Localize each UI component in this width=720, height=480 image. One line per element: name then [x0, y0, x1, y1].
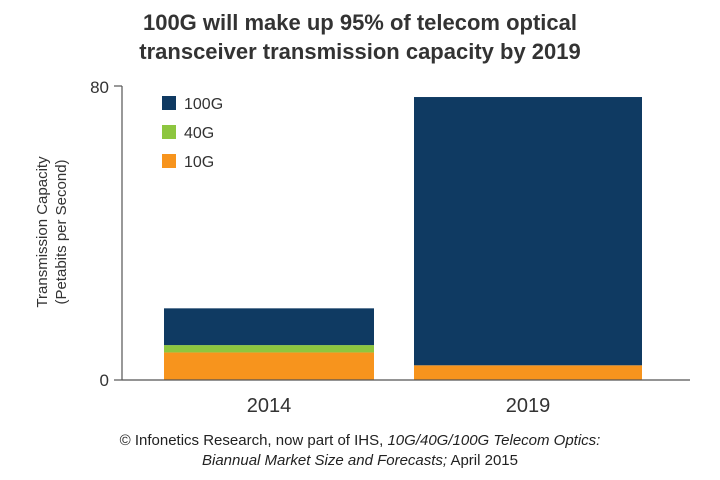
- source-title-part-1: 10G/40G/100G Telecom Optics:: [387, 432, 601, 449]
- y-tick-label-max: 80: [90, 78, 109, 97]
- source-title-part-2: Biannual Market Size and Forecasts;: [201, 452, 448, 469]
- chart-title: 100G will make up 95% of telecom optical…: [0, 8, 720, 66]
- bar-100g-2014: [164, 308, 374, 346]
- bar-10g-2014: [164, 352, 374, 380]
- source-prefix: © Infonetics Research, now part of IHS,: [119, 432, 388, 449]
- legend-swatch-40g: [162, 125, 176, 139]
- bar-40g-2014: [164, 345, 374, 353]
- x-axis-tick-labels: 2014 2019: [247, 395, 551, 417]
- legend-swatch-10g: [162, 154, 176, 168]
- bar-100g-2019: [414, 97, 642, 366]
- bars-group: [164, 97, 642, 380]
- legend-swatch-100g: [162, 96, 176, 110]
- y-tick-label-zero: 0: [100, 371, 109, 390]
- x-tick-label-2019: 2019: [506, 395, 551, 417]
- source-line-2: Biannual Market Size and Forecasts; Apri…: [0, 451, 720, 471]
- source-date: April 2015: [447, 452, 518, 469]
- chart-title-line-1: 100G will make up 95% of telecom optical: [142, 10, 578, 35]
- legend: 100G 40G 10G: [162, 96, 223, 171]
- legend-label-10g: 10G: [184, 154, 214, 171]
- y-axis-title-line-2: (Petabits per Second): [53, 159, 70, 304]
- source-line-1: © Infonetics Research, now part of IHS, …: [0, 431, 720, 451]
- chart-title-line-2: transceiver transmission capacity by 201…: [139, 39, 581, 64]
- legend-label-100g: 100G: [184, 96, 223, 113]
- y-axis-title: Transmission Capacity (Petabits per Seco…: [34, 156, 70, 308]
- x-tick-label-2014: 2014: [247, 395, 292, 417]
- bar-10g-2019: [414, 365, 642, 380]
- source-note: © Infonetics Research, now part of IHS, …: [0, 431, 720, 471]
- y-axis-title-line-1: Transmission Capacity: [34, 156, 51, 308]
- legend-label-40g: 40G: [184, 125, 214, 142]
